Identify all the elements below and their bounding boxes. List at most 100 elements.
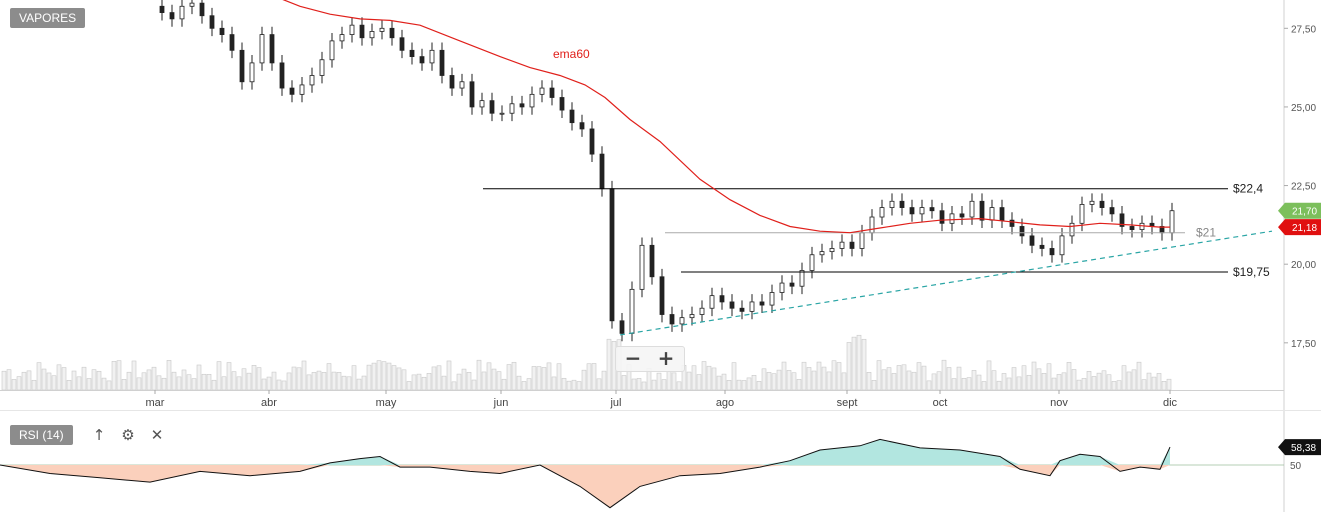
volume-bar	[246, 372, 252, 391]
volume-bar	[1161, 380, 1167, 391]
volume-bar	[936, 371, 942, 391]
volume-bar	[101, 377, 107, 391]
rsi-value-tag	[1278, 439, 1321, 456]
volume-bar	[1061, 372, 1067, 391]
close-icon[interactable]: ✕	[150, 426, 164, 444]
volume-bar	[481, 371, 487, 391]
candle-body	[609, 188, 615, 322]
volume-bar	[851, 336, 857, 391]
volume-bar	[281, 380, 287, 391]
rsi-panel: 50 58,38	[0, 438, 1321, 509]
volume-bar	[771, 373, 777, 391]
candle-body	[689, 314, 695, 319]
volume-bar	[871, 380, 877, 391]
candle-body	[259, 34, 265, 64]
volume-bar	[926, 380, 932, 391]
y-tick-label: 20,00	[1291, 260, 1316, 271]
volume-bar	[111, 361, 117, 391]
candle-body	[289, 87, 295, 95]
volume-bar	[816, 361, 822, 391]
volume-bar	[541, 367, 547, 391]
ema-series	[282, 0, 1170, 234]
volume-bar	[156, 375, 162, 391]
rsi-y-tick-label: 50	[1290, 461, 1302, 472]
candle-body	[569, 109, 575, 124]
volume-bar	[31, 379, 37, 391]
volume-bar	[931, 373, 937, 391]
volume-bar	[826, 371, 832, 391]
candle-body	[1169, 210, 1175, 234]
volume-bar	[516, 375, 522, 391]
candle-body	[909, 207, 915, 215]
volume-bar	[706, 365, 712, 391]
candle-body	[489, 100, 495, 114]
volume-bar	[561, 377, 567, 391]
instrument-badge[interactable]: VAPORES	[10, 8, 86, 28]
volume-bar	[796, 379, 802, 391]
y-tick-label: 17,50	[1291, 339, 1316, 350]
volume-bar	[976, 374, 982, 391]
volume-bar	[1066, 362, 1072, 391]
volume-bar	[106, 380, 112, 391]
indicator-badge[interactable]: RSI (14)	[10, 425, 73, 445]
volume-bar	[421, 376, 427, 391]
candle-body	[789, 282, 795, 287]
volume-bar	[1026, 374, 1032, 391]
candle-body	[649, 244, 655, 278]
volume-bar	[1016, 376, 1022, 391]
candle-body	[699, 307, 705, 315]
volume-bar	[41, 368, 47, 391]
volume-bar	[181, 369, 187, 391]
candle-body	[899, 200, 905, 208]
volume-bar	[751, 375, 757, 391]
candle-body	[859, 232, 865, 249]
arrow-up-icon[interactable]: ↑	[92, 426, 106, 444]
trend-line	[619, 230, 1273, 336]
volume-bar	[251, 365, 257, 391]
candle-body	[389, 27, 395, 39]
volume-bar	[896, 365, 902, 391]
x-tick-label: ago	[716, 397, 734, 409]
volume-bar	[286, 372, 292, 391]
candle-body	[339, 34, 345, 42]
volume-bar	[176, 376, 182, 391]
volume-bar	[476, 359, 482, 391]
candle-body	[479, 100, 485, 108]
volume-bar	[886, 367, 892, 391]
volume-bar	[131, 360, 137, 391]
volume-bar	[801, 361, 807, 391]
volume-bar	[1006, 377, 1012, 391]
volume-bar	[911, 371, 917, 391]
volume-bar	[466, 371, 472, 391]
volume-bar	[311, 372, 317, 391]
volume-bar	[1101, 370, 1107, 391]
volume-bar	[86, 378, 92, 391]
candle-body	[409, 49, 415, 58]
candle-body	[329, 40, 335, 61]
volume-bar	[981, 381, 987, 391]
x-tick-label: dic	[1163, 397, 1178, 409]
volume-bar	[1166, 378, 1172, 391]
candle-body	[629, 288, 635, 334]
candle-body	[179, 5, 185, 20]
volume-bar	[321, 372, 327, 391]
volume-bar	[71, 370, 77, 391]
volume-bar	[146, 369, 152, 391]
x-tick-label: nov	[1050, 397, 1068, 409]
volume-bar	[601, 370, 607, 391]
volume-bar	[141, 372, 147, 391]
candle-body	[819, 251, 825, 256]
volume-bar	[151, 366, 157, 391]
volume-bar	[461, 368, 467, 391]
minus-icon[interactable]: −	[624, 346, 642, 370]
volume-bar	[371, 362, 377, 391]
volume-bar	[406, 381, 412, 391]
volume-bar	[211, 379, 217, 391]
candle-body	[989, 207, 995, 221]
plus-icon[interactable]: +	[657, 346, 675, 370]
volume-bar	[96, 370, 102, 391]
volume-bar	[296, 367, 302, 391]
volume-bar	[716, 375, 722, 391]
gear-icon[interactable]: ⚙	[121, 426, 135, 444]
